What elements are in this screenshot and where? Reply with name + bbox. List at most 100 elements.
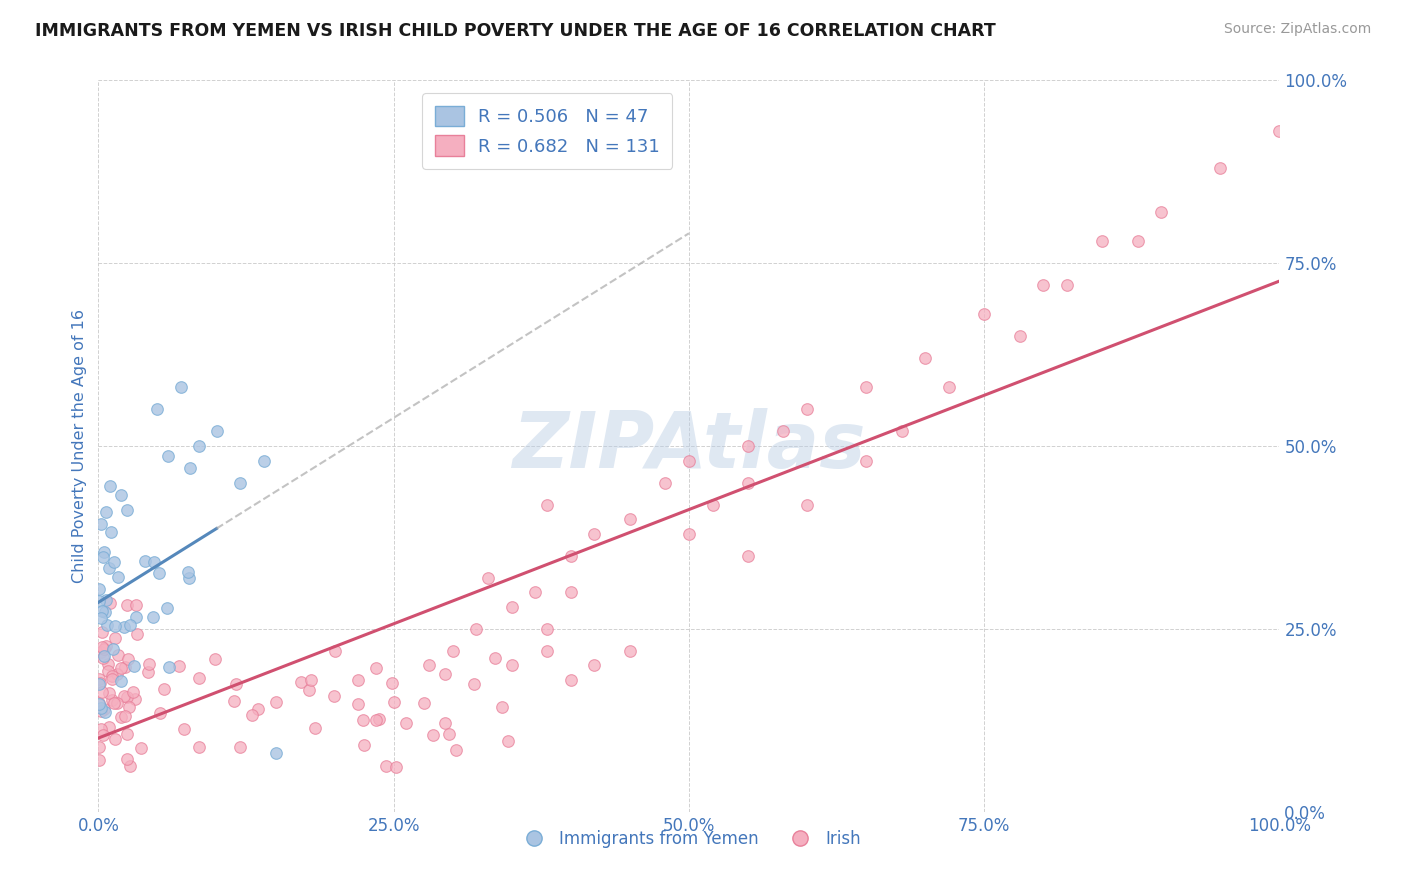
Point [536, 644, 558, 658]
Point [496, 734, 519, 748]
Point [737, 475, 759, 490]
Point [347, 673, 370, 687]
Point [89, 672, 111, 686]
Point [117, 651, 139, 665]
Point [97, 664, 120, 678]
Point [156, 450, 179, 464]
Point [93, 649, 115, 664]
Legend: Immigrants from Yemen, Irish: Immigrants from Yemen, Irish [510, 823, 868, 855]
Point [433, 667, 456, 681]
Point [422, 728, 444, 742]
Point [524, 585, 547, 599]
Point [855, 380, 877, 394]
Point [129, 741, 152, 756]
Point [229, 739, 252, 754]
Point [110, 660, 132, 674]
Point [97, 657, 120, 672]
Point [90, 516, 112, 531]
Point [299, 673, 322, 687]
Point [94, 593, 117, 607]
Point [353, 738, 375, 752]
Point [247, 701, 270, 715]
Point [173, 722, 195, 736]
Point [90, 723, 112, 737]
Point [367, 712, 389, 726]
Point [772, 425, 794, 439]
Point [1126, 234, 1149, 248]
Point [148, 566, 170, 581]
Point [1032, 278, 1054, 293]
Point [90, 611, 112, 625]
Point [465, 622, 488, 636]
Point [115, 598, 138, 612]
Point [188, 671, 211, 685]
Point [136, 665, 159, 679]
Point [702, 498, 724, 512]
Point [89, 582, 111, 596]
Point [149, 706, 172, 721]
Point [1091, 234, 1114, 248]
Point [114, 660, 136, 674]
Point [96, 618, 118, 632]
Point [90, 645, 112, 659]
Point [418, 658, 440, 673]
Point [177, 566, 200, 580]
Point [142, 555, 165, 569]
Point [169, 658, 191, 673]
Point [491, 699, 513, 714]
Point [90, 700, 112, 714]
Point [138, 657, 160, 671]
Point [114, 709, 136, 723]
Point [91, 640, 114, 654]
Point [395, 716, 418, 731]
Point [118, 617, 141, 632]
Point [224, 694, 246, 708]
Point [560, 549, 582, 563]
Point [290, 674, 312, 689]
Point [413, 696, 436, 710]
Point [101, 673, 124, 687]
Point [98, 720, 121, 734]
Point [89, 676, 111, 690]
Point [737, 549, 759, 563]
Point [98, 596, 121, 610]
Point [127, 626, 149, 640]
Point [264, 695, 287, 709]
Point [104, 631, 127, 645]
Point [441, 644, 464, 658]
Point [385, 760, 408, 774]
Point [90, 604, 112, 618]
Point [93, 544, 115, 558]
Point [366, 713, 388, 727]
Point [110, 673, 132, 688]
Point [501, 658, 523, 673]
Point [93, 642, 115, 657]
Point [107, 648, 129, 663]
Point [1209, 161, 1232, 175]
Point [87, 697, 110, 711]
Text: IMMIGRANTS FROM YEMEN VS IRISH CHILD POVERTY UNDER THE AGE OF 16 CORRELATION CHA: IMMIGRANTS FROM YEMEN VS IRISH CHILD POV… [35, 22, 995, 40]
Point [619, 644, 641, 658]
Point [87, 740, 110, 755]
Point [179, 571, 201, 585]
Point [94, 605, 117, 619]
Point [1056, 278, 1078, 293]
Point [347, 697, 370, 711]
Point [157, 660, 180, 674]
Point [156, 600, 179, 615]
Point [98, 686, 121, 700]
Point [115, 690, 138, 705]
Point [101, 642, 124, 657]
Point [118, 700, 141, 714]
Point [187, 439, 209, 453]
Point [463, 677, 485, 691]
Point [93, 701, 115, 715]
Point [304, 722, 326, 736]
Point [678, 526, 700, 541]
Point [297, 682, 319, 697]
Point [103, 555, 125, 569]
Point [110, 487, 132, 501]
Point [107, 697, 129, 711]
Point [101, 669, 124, 683]
Point [229, 475, 252, 490]
